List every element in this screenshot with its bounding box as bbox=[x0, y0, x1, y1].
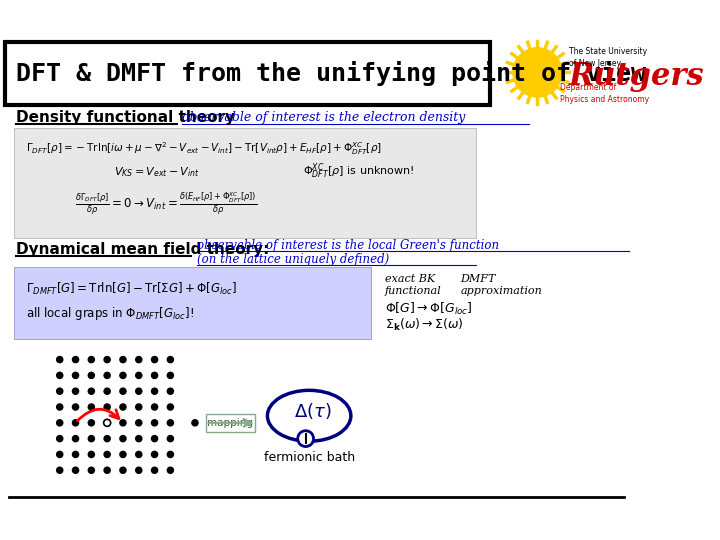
Circle shape bbox=[57, 420, 63, 426]
Text: approximation: approximation bbox=[460, 286, 542, 296]
Circle shape bbox=[167, 436, 174, 442]
Circle shape bbox=[135, 467, 142, 474]
Circle shape bbox=[135, 420, 142, 426]
Circle shape bbox=[73, 451, 78, 457]
Text: fermionic bath: fermionic bath bbox=[264, 451, 355, 464]
Circle shape bbox=[89, 356, 94, 363]
Circle shape bbox=[298, 431, 313, 447]
Circle shape bbox=[513, 48, 562, 97]
Text: $\Phi^{XC}_{DFT}[\rho]$ is unknown!: $\Phi^{XC}_{DFT}[\rho]$ is unknown! bbox=[303, 162, 414, 181]
Circle shape bbox=[73, 467, 78, 474]
FancyBboxPatch shape bbox=[205, 414, 255, 431]
Text: Density functional theory: Density functional theory bbox=[16, 110, 235, 125]
Text: (on the lattice uniquely defined): (on the lattice uniquely defined) bbox=[197, 253, 389, 266]
Circle shape bbox=[104, 404, 110, 410]
Circle shape bbox=[73, 388, 78, 394]
Text: Department of
Physics and Astronomy: Department of Physics and Astronomy bbox=[560, 83, 649, 104]
Text: $\Phi[G] \rightarrow \Phi[G_{loc}]$: $\Phi[G] \rightarrow \Phi[G_{loc}]$ bbox=[384, 301, 472, 316]
Circle shape bbox=[120, 404, 126, 410]
FancyBboxPatch shape bbox=[14, 128, 476, 238]
Circle shape bbox=[89, 451, 94, 457]
Text: $\frac{\delta\Gamma_{DFT}[\rho]}{\delta\rho} = 0 \rightarrow V_{int} = \frac{\de: $\frac{\delta\Gamma_{DFT}[\rho]}{\delta\… bbox=[75, 191, 257, 217]
Circle shape bbox=[120, 420, 126, 426]
Text: The State University
of New Jersey: The State University of New Jersey bbox=[569, 47, 647, 68]
Text: $\Delta(\tau)$: $\Delta(\tau)$ bbox=[294, 401, 331, 421]
Text: $\Gamma_{DMFT}[G] = \mathrm{Tr}\ln[G] - \mathrm{Tr}[\Sigma G] + \Phi[G_{loc}]$: $\Gamma_{DMFT}[G] = \mathrm{Tr}\ln[G] - … bbox=[27, 281, 238, 298]
Circle shape bbox=[104, 451, 110, 457]
FancyArrowPatch shape bbox=[78, 409, 119, 421]
Circle shape bbox=[167, 467, 174, 474]
Text: DMFT: DMFT bbox=[460, 274, 495, 284]
Circle shape bbox=[73, 356, 78, 363]
Text: functional: functional bbox=[384, 286, 441, 296]
Circle shape bbox=[151, 372, 158, 379]
Circle shape bbox=[57, 451, 63, 457]
Circle shape bbox=[57, 372, 63, 379]
Text: DFT & DMFT from the unifying point of view: DFT & DMFT from the unifying point of vi… bbox=[16, 61, 646, 86]
Circle shape bbox=[151, 436, 158, 442]
Text: Dynamical mean field theory:: Dynamical mean field theory: bbox=[16, 242, 269, 257]
Circle shape bbox=[151, 467, 158, 474]
Circle shape bbox=[120, 451, 126, 457]
Circle shape bbox=[167, 388, 174, 394]
Circle shape bbox=[151, 356, 158, 363]
Circle shape bbox=[120, 467, 126, 474]
Text: all local graps in $\Phi_{DMFT}[G_{loc}]$!: all local graps in $\Phi_{DMFT}[G_{loc}]… bbox=[27, 306, 194, 322]
Circle shape bbox=[167, 404, 174, 410]
Circle shape bbox=[135, 436, 142, 442]
Circle shape bbox=[120, 372, 126, 379]
Circle shape bbox=[89, 420, 94, 426]
Circle shape bbox=[89, 372, 94, 379]
Circle shape bbox=[135, 451, 142, 457]
Circle shape bbox=[57, 388, 63, 394]
Circle shape bbox=[57, 356, 63, 363]
Circle shape bbox=[104, 388, 110, 394]
Circle shape bbox=[192, 420, 198, 426]
FancyBboxPatch shape bbox=[5, 42, 490, 105]
Circle shape bbox=[135, 404, 142, 410]
Text: observable of interest is the electron density: observable of interest is the electron d… bbox=[181, 111, 465, 124]
Text: $\Sigma_{\mathbf{k}}(\omega) \rightarrow \Sigma(\omega)$: $\Sigma_{\mathbf{k}}(\omega) \rightarrow… bbox=[384, 318, 464, 333]
Circle shape bbox=[73, 404, 78, 410]
Circle shape bbox=[73, 420, 78, 426]
Circle shape bbox=[151, 388, 158, 394]
Circle shape bbox=[89, 436, 94, 442]
Circle shape bbox=[120, 388, 126, 394]
Circle shape bbox=[167, 451, 174, 457]
Circle shape bbox=[73, 436, 78, 442]
Circle shape bbox=[104, 419, 111, 426]
Circle shape bbox=[151, 404, 158, 410]
Circle shape bbox=[167, 356, 174, 363]
Circle shape bbox=[104, 436, 110, 442]
Text: $V_{KS} = V_{ext} - V_{int}$: $V_{KS} = V_{ext} - V_{int}$ bbox=[114, 165, 200, 179]
Circle shape bbox=[104, 372, 110, 379]
Text: mapping: mapping bbox=[207, 418, 253, 428]
Text: observable of interest is the local Green's function: observable of interest is the local Gree… bbox=[197, 239, 499, 252]
Circle shape bbox=[73, 372, 78, 379]
Circle shape bbox=[151, 451, 158, 457]
Text: exact BK: exact BK bbox=[384, 274, 435, 284]
Circle shape bbox=[135, 356, 142, 363]
Text: $\Gamma_{DFT}[\rho] = -\mathrm{Tr}\ln[i\omega + \mu - \nabla^2 - V_{ext} - V_{in: $\Gamma_{DFT}[\rho] = -\mathrm{Tr}\ln[i\… bbox=[27, 140, 382, 157]
Circle shape bbox=[120, 436, 126, 442]
Circle shape bbox=[57, 404, 63, 410]
Circle shape bbox=[104, 467, 110, 474]
Circle shape bbox=[104, 356, 110, 363]
Text: Rutgers: Rutgers bbox=[569, 61, 705, 92]
Circle shape bbox=[57, 436, 63, 442]
Circle shape bbox=[167, 372, 174, 379]
Circle shape bbox=[167, 420, 174, 426]
Circle shape bbox=[135, 372, 142, 379]
Circle shape bbox=[57, 467, 63, 474]
Circle shape bbox=[89, 467, 94, 474]
Circle shape bbox=[151, 420, 158, 426]
Circle shape bbox=[89, 404, 94, 410]
Circle shape bbox=[120, 356, 126, 363]
FancyArrowPatch shape bbox=[208, 419, 251, 427]
Circle shape bbox=[135, 388, 142, 394]
Circle shape bbox=[89, 388, 94, 394]
FancyBboxPatch shape bbox=[14, 267, 371, 339]
